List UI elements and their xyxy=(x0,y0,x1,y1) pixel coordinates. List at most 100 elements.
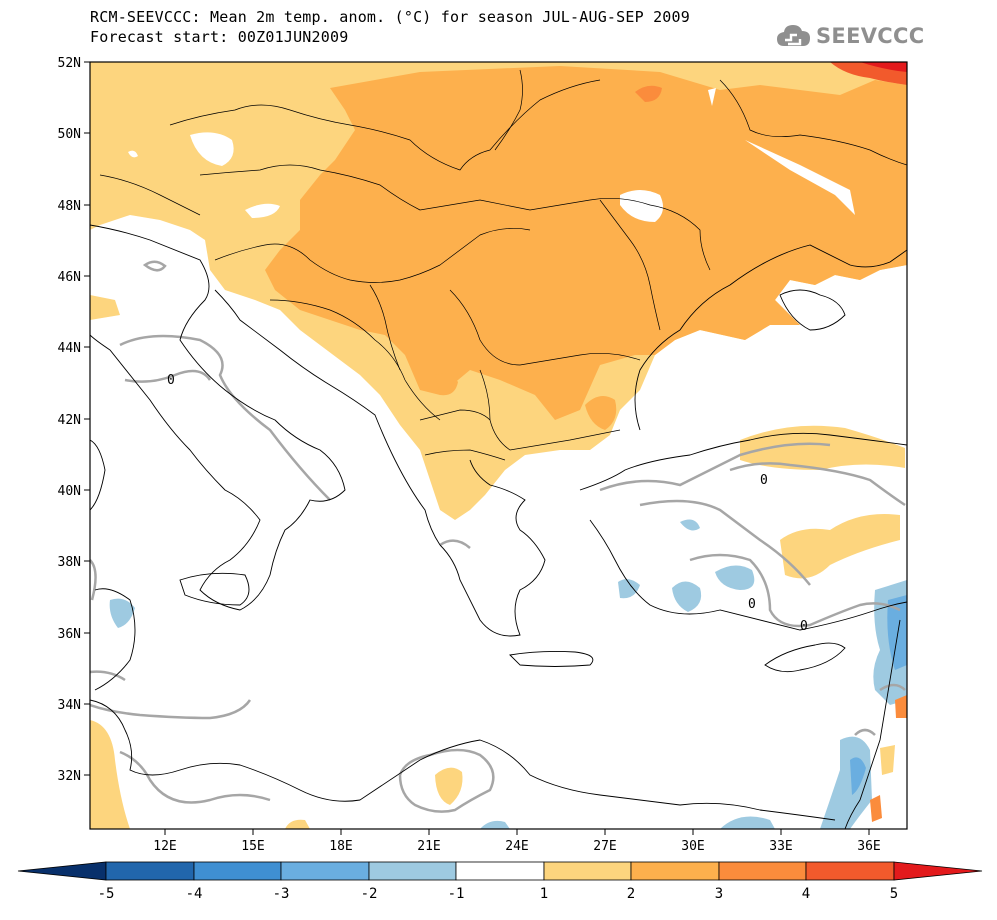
coastlines xyxy=(90,224,907,829)
colorbar-tick-label: 3 xyxy=(715,886,723,902)
anomaly-region-light-blue xyxy=(715,565,755,590)
coastline-crete xyxy=(509,650,594,667)
anomaly-region-warm xyxy=(880,745,895,775)
border xyxy=(419,409,491,421)
anomaly-region-light-blue xyxy=(109,598,135,628)
coastline-cyprus xyxy=(764,642,846,673)
anomaly-region-light-orange xyxy=(435,767,463,805)
colorbar-segment xyxy=(280,861,370,881)
coastline-italy xyxy=(90,224,346,611)
anomaly-region-light-blue xyxy=(480,820,510,829)
colorbar-tick-label: -5 xyxy=(98,886,115,902)
lat-label: 44N xyxy=(58,341,81,356)
anomaly-region-light-orange xyxy=(90,720,130,829)
colorbar-tick-label: -3 xyxy=(273,886,290,902)
coastline-turkey-south xyxy=(589,519,907,631)
coastline-levant xyxy=(844,619,901,829)
lat-label: 48N xyxy=(58,199,81,214)
colorbar-segment xyxy=(543,861,632,881)
lat-label: 38N xyxy=(58,555,81,570)
contour-label: 0 xyxy=(760,473,768,488)
border xyxy=(369,284,401,371)
lat-label: 40N xyxy=(58,484,81,499)
coastline-adriatic xyxy=(214,289,441,546)
anomaly-region-warm xyxy=(870,795,882,822)
anomaly-region-red xyxy=(860,62,907,72)
anomaly-region-light-orange xyxy=(780,514,900,579)
lat-label: 42N xyxy=(58,413,81,428)
contour-label: 0 xyxy=(167,373,175,388)
map-field: 0 0 0 0 xyxy=(90,62,907,829)
lon-label: 36E xyxy=(857,839,880,854)
anomaly-region-dark-orange xyxy=(635,85,662,102)
zero-contour xyxy=(599,442,831,492)
forecast-start-subtitle: Forecast start: 00Z01JUN2009 xyxy=(90,28,349,46)
colorbar-tick-label: 5 xyxy=(890,886,898,902)
colorbar-tick-label: 2 xyxy=(627,886,635,902)
border xyxy=(99,174,201,216)
coastline-sardinia xyxy=(90,439,106,511)
anomaly-gap xyxy=(128,150,138,158)
colorbar-segment xyxy=(455,861,545,881)
zero-contour xyxy=(90,670,126,682)
colorbar-segment xyxy=(630,861,720,881)
plot-frame xyxy=(89,61,908,830)
lat-label: 36N xyxy=(58,627,81,642)
anomaly-region-light-blue xyxy=(720,816,775,829)
colorbar-tick-label: 4 xyxy=(802,886,810,902)
border xyxy=(494,69,523,151)
anomaly-region-orange xyxy=(265,66,907,420)
zero-contour xyxy=(90,559,97,601)
longitude-labels: 12E 15E 18E 21E 24E 27E 30E 33E 36E xyxy=(153,839,880,854)
border xyxy=(424,449,506,461)
anomaly-region-light-blue xyxy=(672,581,702,612)
lat-label: 46N xyxy=(58,270,81,285)
zero-contour xyxy=(729,462,906,507)
contour-label: 0 xyxy=(800,619,808,634)
lon-label: 12E xyxy=(153,839,176,854)
zero-contour xyxy=(90,699,252,720)
coastline-turkey xyxy=(579,432,907,491)
anomaly-gap xyxy=(245,203,280,218)
border xyxy=(169,79,601,171)
anomaly-region-light-orange xyxy=(285,819,310,829)
colorbar-segment xyxy=(718,861,807,881)
colorbar-tick-label: 1 xyxy=(540,886,548,902)
border xyxy=(479,369,621,451)
contour-label: 0 xyxy=(748,597,756,612)
coastline-black-sea xyxy=(634,244,907,431)
coastline-north-africa xyxy=(90,699,836,821)
border xyxy=(199,164,711,271)
lat-label: 34N xyxy=(58,698,81,713)
anomaly-region-orange xyxy=(585,396,617,430)
zero-contour xyxy=(439,539,471,549)
latitude-labels: 52N 50N 48N 46N 44N 42N 40N 38N 36N 34N … xyxy=(58,56,81,784)
seevccc-logo: SEEVCCC xyxy=(776,22,924,50)
zero-contour xyxy=(639,499,811,586)
lon-label: 30E xyxy=(681,839,704,854)
anomaly-gap xyxy=(190,132,234,166)
lon-label: 24E xyxy=(505,839,528,854)
colorbar-segment xyxy=(805,861,895,881)
colorbar-tick-label: -4 xyxy=(186,886,203,902)
country-borders xyxy=(99,69,907,461)
anomaly-region-orange xyxy=(435,373,458,396)
colorbar-tick-label: -2 xyxy=(361,886,378,902)
anomaly-region-light-blue xyxy=(680,519,700,531)
zero-contour xyxy=(854,728,876,736)
zero-contour-lines xyxy=(90,260,906,813)
colorbar-below-min-arrow xyxy=(17,861,107,881)
lon-label: 33E xyxy=(769,839,792,854)
colorbar xyxy=(17,861,983,881)
border xyxy=(269,299,441,421)
zero-contour xyxy=(119,750,271,804)
anomaly-region-warm xyxy=(895,695,907,718)
border xyxy=(449,289,641,366)
coastline-tunisia xyxy=(94,588,136,691)
colorbar-segment xyxy=(105,861,195,881)
zero-contour xyxy=(124,369,212,383)
contour-labels: 0 0 0 0 xyxy=(167,373,808,634)
cloud-icon xyxy=(777,25,810,46)
colorbar-segment xyxy=(368,861,457,881)
